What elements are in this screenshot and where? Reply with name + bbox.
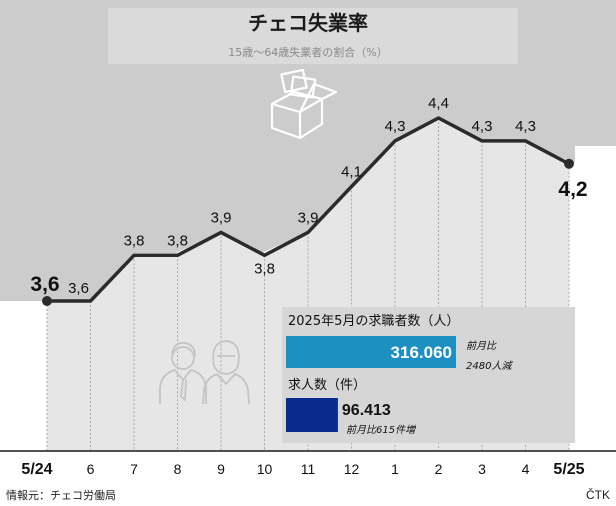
value-label: 4,3 — [515, 118, 536, 135]
vacancies-note: 前月比615件増 — [346, 424, 417, 436]
x-tick-label: 8 — [174, 461, 182, 477]
chart-subtitle: 15歳〜64歳失業者の割合（%） — [228, 45, 387, 59]
jobseekers-note-1: 前月比 — [466, 340, 497, 352]
value-label: 3,9 — [298, 209, 319, 226]
value-label: 3,9 — [211, 209, 232, 226]
jobseekers-note-2: 2480人減 — [466, 360, 513, 372]
x-tick-label: 4 — [522, 461, 530, 477]
header-background — [0, 0, 616, 301]
data-point — [564, 158, 574, 169]
x-tick-label: 12 — [344, 461, 360, 477]
box-icon — [270, 68, 338, 140]
value-label: 3,8 — [124, 232, 145, 249]
x-tick-label: 7 — [130, 461, 138, 477]
chart-title: チェコ失業率 — [248, 11, 368, 35]
value-label: 4,1 — [341, 164, 362, 181]
title-strip — [108, 8, 518, 64]
people-icon — [159, 340, 250, 405]
x-tick-label: 1 — [391, 461, 399, 477]
value-label: 3,8 — [254, 260, 275, 277]
x-tick-label: 3 — [478, 461, 486, 477]
x-tick-label: 5/24 — [21, 461, 52, 478]
credit-ctk: ČTK — [586, 487, 610, 502]
value-label: 3,6 — [68, 280, 89, 297]
jobseekers-label: 2025年5月の求職者数（人） — [288, 314, 459, 329]
x-tick-label: 6 — [87, 461, 95, 477]
jobseekers-bar — [286, 336, 456, 368]
vacancies-bar — [286, 398, 338, 432]
value-label: 4,4 — [428, 95, 449, 112]
x-tick-label: 2 — [435, 461, 443, 477]
x-tick-label: 5/25 — [553, 461, 584, 478]
value-label: 3,6 — [30, 273, 59, 296]
data-point — [42, 296, 52, 306]
value-label: 3,8 — [167, 232, 188, 249]
x-tick-label: 11 — [301, 461, 316, 477]
value-label: 4,3 — [385, 118, 406, 135]
vacancies-label: 求人数（件） — [288, 378, 366, 393]
vacancies-value: 96.413 — [342, 402, 391, 419]
unemployment-line — [47, 116, 570, 303]
source-note: 情報元：チェコ労働局 — [6, 488, 116, 502]
x-tick-label: 9 — [217, 461, 225, 477]
x-tick-label: 10 — [257, 461, 273, 477]
value-label: 4,2 — [558, 178, 587, 201]
value-label: 4,3 — [472, 118, 493, 135]
jobseekers-value: 316.060 — [391, 343, 452, 362]
